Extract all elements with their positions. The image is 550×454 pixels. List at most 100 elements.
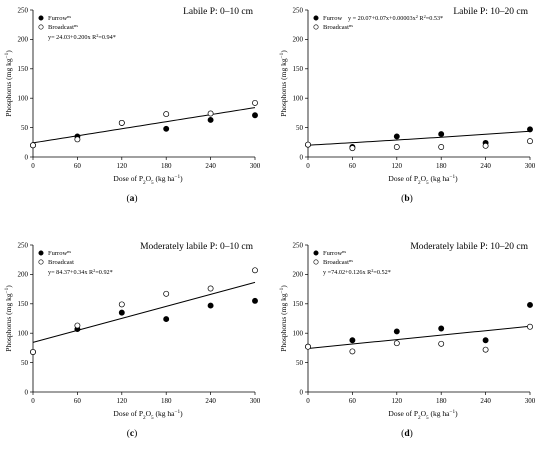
legend-furrow-marker [38,250,44,256]
broadcast-point [393,144,400,150]
x-axis-label: Dose of P [113,174,143,183]
svg-text:Phosphorus (mg kg−1): Phosphorus (mg kg−1) [4,285,13,352]
svg-text:Dose of P2O5 (kg ha−1): Dose of P2O5 (kg ha−1) [113,174,183,186]
svg-text:Furrowns: Furrowns [48,14,71,23]
legend-broadcast-label: Broadcast [323,259,349,266]
x-tick-label: 60 [74,397,82,405]
legend-broadcast-marker [313,259,319,265]
furrow-point [163,316,170,323]
y-tick-label: 0 [25,153,29,161]
chart-panel-3: 0 50 100 150 200 250 0 60 120 180 240 300 Moderately… [4,241,261,439]
legend-furrow-marker [313,15,319,21]
furrow-point [527,126,533,133]
y-tick-label: 0 [300,153,304,161]
x-tick-label: 60 [74,162,82,170]
x-tick-label: 120 [117,162,128,170]
panel-title: Labile P: 10–20 cm [453,7,528,17]
legend-broadcast-marker [38,259,44,265]
chart-panel-2: 0 50 100 150 200 250 0 60 120 180 240 300 Labile P: … [279,6,536,204]
panel-letter: (a) [126,193,137,204]
x-tick-label: 240 [205,397,216,405]
svg-text:Broadcastns: Broadcastns [323,258,353,267]
svg-text:Dose of P2O5 (kg ha−1): Dose of P2O5 (kg ha−1) [113,409,183,421]
y-tick-label: 50 [21,124,29,132]
svg-text:y= 24.03+0.200x R2=0.94*: y= 24.03+0.200x R2=0.94* [48,33,116,42]
y-tick-label: 50 [296,124,304,132]
broadcast-point [527,323,533,330]
broadcast-point [482,346,489,353]
x-tick-label: 180 [161,162,172,170]
furrow-point [349,337,356,344]
regression-line [307,325,531,349]
y-tick-label: 250 [293,241,304,249]
y-axis-label: Phosphorus (mg kg [4,58,13,117]
legend-furrow-label: Furrow [323,15,342,22]
regression-line [32,281,256,343]
x-axis-label-mid: O [146,409,152,418]
broadcast-point [207,285,214,292]
broadcast-point [393,340,400,347]
svg-text:Dose of P2O5 (kg ha−1): Dose of P2O5 (kg ha−1) [388,174,458,186]
panel-letter: (b) [401,193,413,204]
regression-equation: y= 24.03+0.200x R [48,34,97,41]
furrow-point [252,297,258,304]
svg-text:Broadcastns: Broadcastns [323,23,353,32]
regression-equation-value: =0.53* [426,15,443,22]
y-axis-label: Phosphorus (mg kg [279,293,288,352]
furrow-point [393,328,400,335]
furrow-point [438,131,445,138]
x-axis-label-unit: (kg ha [154,409,175,418]
x-tick-label: 240 [480,162,491,170]
broadcast-point [30,349,36,355]
legend-furrow-label: Furrow [48,250,67,257]
x-tick-label: 0 [306,162,310,170]
broadcast-point [349,145,356,152]
regression-line [307,130,531,146]
y-tick-label: 200 [293,271,304,279]
broadcast-point [74,322,81,329]
panel-title: Labile P: 0–10 cm [183,7,254,17]
broadcast-point [207,110,214,117]
x-axis-label-mid: O [421,409,427,418]
x-tick-label: 60 [349,397,357,405]
x-tick-label: 300 [525,397,536,405]
regression-equation-value: =0.94* [98,34,115,41]
broadcast-point [305,343,311,350]
furrow-point [118,309,125,316]
x-tick-label: 60 [349,162,357,170]
legend-broadcast-sup: ns [349,258,353,263]
broadcast-point [30,142,36,149]
y-tick-label: 150 [293,300,304,308]
legend-broadcast-label: Broadcast [48,259,74,266]
svg-text:Furrow: Furrow [323,15,342,22]
broadcast-point [438,144,445,150]
legend-broadcast-label: Broadcast [323,24,349,31]
x-tick-label: 240 [205,162,216,170]
svg-text:Furrowns: Furrowns [48,249,71,258]
furrow-point [482,337,489,344]
x-axis-label-mid: O [146,174,152,183]
legend-broadcast-marker [38,24,44,30]
y-axis-label-tail: ) [279,285,288,288]
panel-letter-bold: d [404,429,410,439]
y-tick-label: 200 [18,36,29,44]
regression-equation-value: =0.52* [373,269,390,276]
x-axis-label-unit: (kg ha [154,174,175,183]
broadcast-point [305,141,311,148]
x-axis-label-end: ) [455,174,458,183]
x-tick-label: 240 [480,397,491,405]
x-tick-label: 120 [117,397,128,405]
legend-furrow-marker [38,15,44,21]
y-tick-label: 0 [25,388,29,396]
furrow-point [438,325,445,332]
panel-letter-bold: c [130,429,134,439]
furrow-point [527,302,533,308]
panel-title: Moderately labile P: 0–10 cm [140,242,254,252]
y-tick-label: 50 [296,359,304,367]
regression-equation: y =74.02+0.126x R [323,269,372,276]
x-axis-label-unit: (kg ha [429,409,450,418]
panel-title: Moderately labile P: 10–20 cm [410,242,528,252]
x-axis-label: Dose of P [388,174,418,183]
legend-furrow-label: Furrow [48,15,67,22]
